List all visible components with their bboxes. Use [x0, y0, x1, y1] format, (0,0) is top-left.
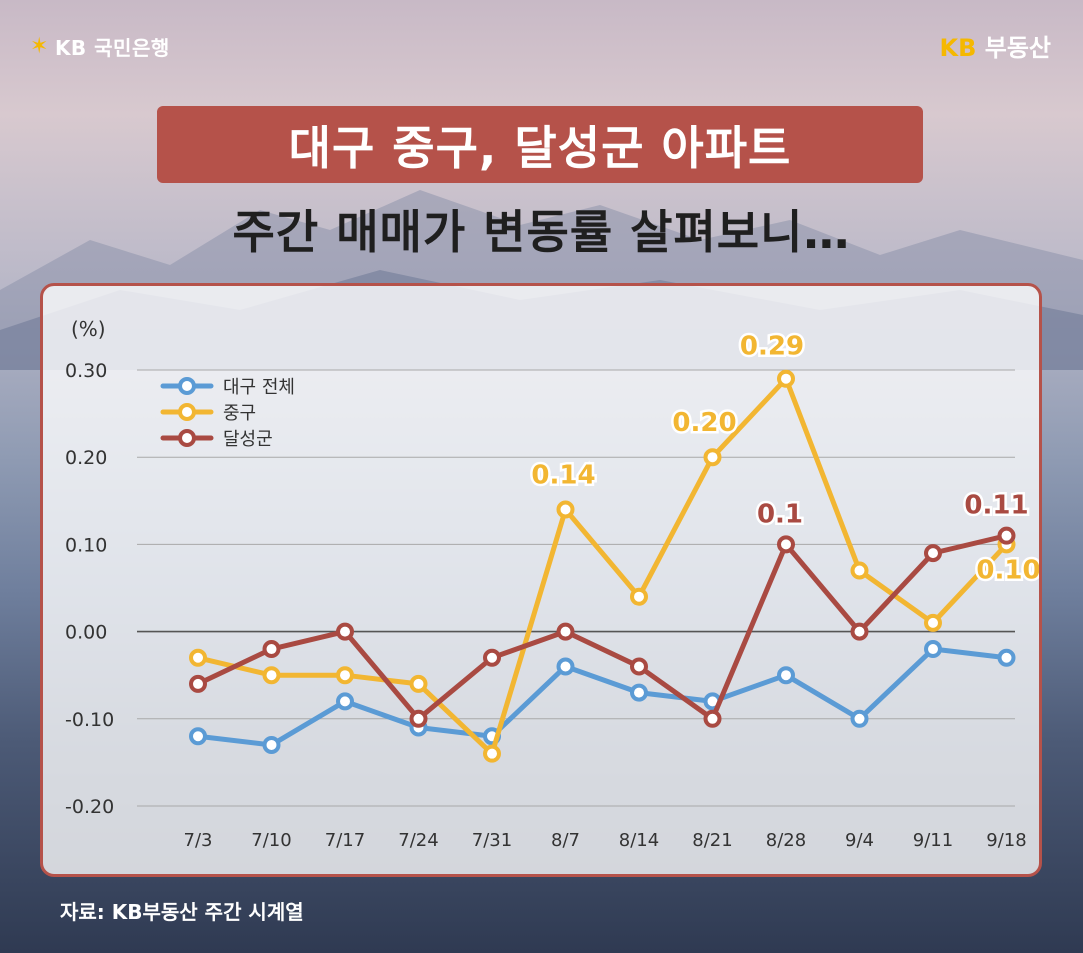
data-point: [850, 709, 869, 728]
kb-realestate-brand: KB 부동산: [940, 28, 1052, 63]
x-tick-label: 8/14: [619, 830, 659, 851]
data-point: [336, 692, 354, 711]
data-label: 0.1: [757, 499, 803, 529]
data-point: [189, 674, 207, 693]
legend-label: 중구: [223, 403, 256, 424]
x-tick-label: 7/17: [325, 830, 365, 851]
x-tick-label: 8/21: [692, 830, 732, 851]
page-title-text: 대구 중구, 달성군 아파트: [288, 120, 792, 175]
data-point: [336, 666, 354, 685]
y-tick-label: 0.20: [65, 447, 107, 469]
x-tick-label: 8/7: [551, 830, 580, 851]
brand-sub: 부동산: [984, 34, 1051, 62]
data-point: [336, 622, 354, 641]
y-tick-label: 0.10: [65, 534, 107, 556]
data-point: [777, 535, 795, 554]
star-icon: ✶: [30, 34, 49, 59]
data-point: [630, 683, 648, 702]
data-label: 0.10: [976, 555, 1039, 585]
y-tick-label: -0.10: [65, 709, 114, 731]
data-point: [630, 657, 648, 676]
data-point: [483, 744, 501, 763]
bank-brand: ✶ KB 국민은행: [30, 32, 170, 61]
page-title: 대구 중구, 달성군 아파트: [157, 106, 923, 183]
y-tick-label: 0.30: [65, 360, 107, 382]
data-point: [777, 369, 795, 388]
y-axis-unit-label: (%): [71, 317, 106, 341]
data-point: [409, 674, 428, 693]
data-point: [483, 648, 501, 667]
data-label: 0.14: [531, 461, 595, 491]
data-point: [630, 587, 648, 606]
legend-marker: [178, 403, 196, 421]
data-point: [556, 500, 575, 519]
data-point: [262, 735, 281, 754]
data-point: [703, 448, 722, 467]
data-point: [777, 666, 795, 685]
legend-marker: [178, 429, 196, 447]
legend-marker: [178, 377, 196, 395]
data-point: [189, 727, 207, 746]
data-point: [997, 526, 1016, 545]
x-tick-label: 9/18: [986, 830, 1026, 851]
y-tick-label: -0.20: [65, 796, 114, 818]
data-label: 0.11: [964, 491, 1028, 521]
data-label: 0.20: [672, 408, 736, 438]
data-point: [924, 613, 942, 632]
data-point: [850, 622, 869, 641]
chart-panel: 0.30 0.20 0.10 0.00 -0.10 -0.20 (%) 7/3 7/10 7/17…: [40, 283, 1042, 877]
x-tick-label: 7/31: [472, 830, 512, 851]
data-point: [556, 657, 575, 676]
data-point: [409, 709, 428, 728]
x-tick-label: 7/24: [398, 830, 438, 851]
data-point: [703, 709, 722, 728]
y-tick-label: 0.00: [65, 622, 107, 644]
x-tick-label: 9/4: [845, 830, 874, 851]
data-point: [262, 640, 281, 659]
data-point: [924, 544, 942, 563]
data-point: [997, 648, 1016, 667]
data-point: [189, 648, 207, 667]
data-label: 0.29: [740, 332, 804, 362]
legend-label: 대구 전체: [223, 377, 295, 398]
bank-brand-label: KB 국민은행: [54, 36, 170, 60]
data-point: [262, 666, 281, 685]
x-tick-label: 7/3: [184, 830, 213, 851]
series-line-2: [195, 533, 1009, 722]
series-line-0: [195, 646, 1009, 748]
data-point: [556, 622, 575, 641]
data-point: [850, 561, 869, 580]
series-line-1: [195, 376, 1009, 757]
x-tick-label: 7/10: [251, 830, 291, 851]
line-chart: 0.30 0.20 0.10 0.00 -0.10 -0.20 (%) 7/3 7/10 7/17…: [65, 317, 1039, 851]
page-subtitle: 주간 매매가 변동률 살펴보니…: [232, 205, 851, 259]
source-note: 자료: KB부동산 주간 시계열: [60, 900, 304, 924]
data-point: [924, 640, 942, 659]
brand-main: KB: [939, 34, 977, 62]
x-tick-label: 9/11: [913, 830, 953, 851]
legend-label: 달성군: [223, 429, 273, 450]
x-tick-label: 8/28: [766, 830, 806, 851]
